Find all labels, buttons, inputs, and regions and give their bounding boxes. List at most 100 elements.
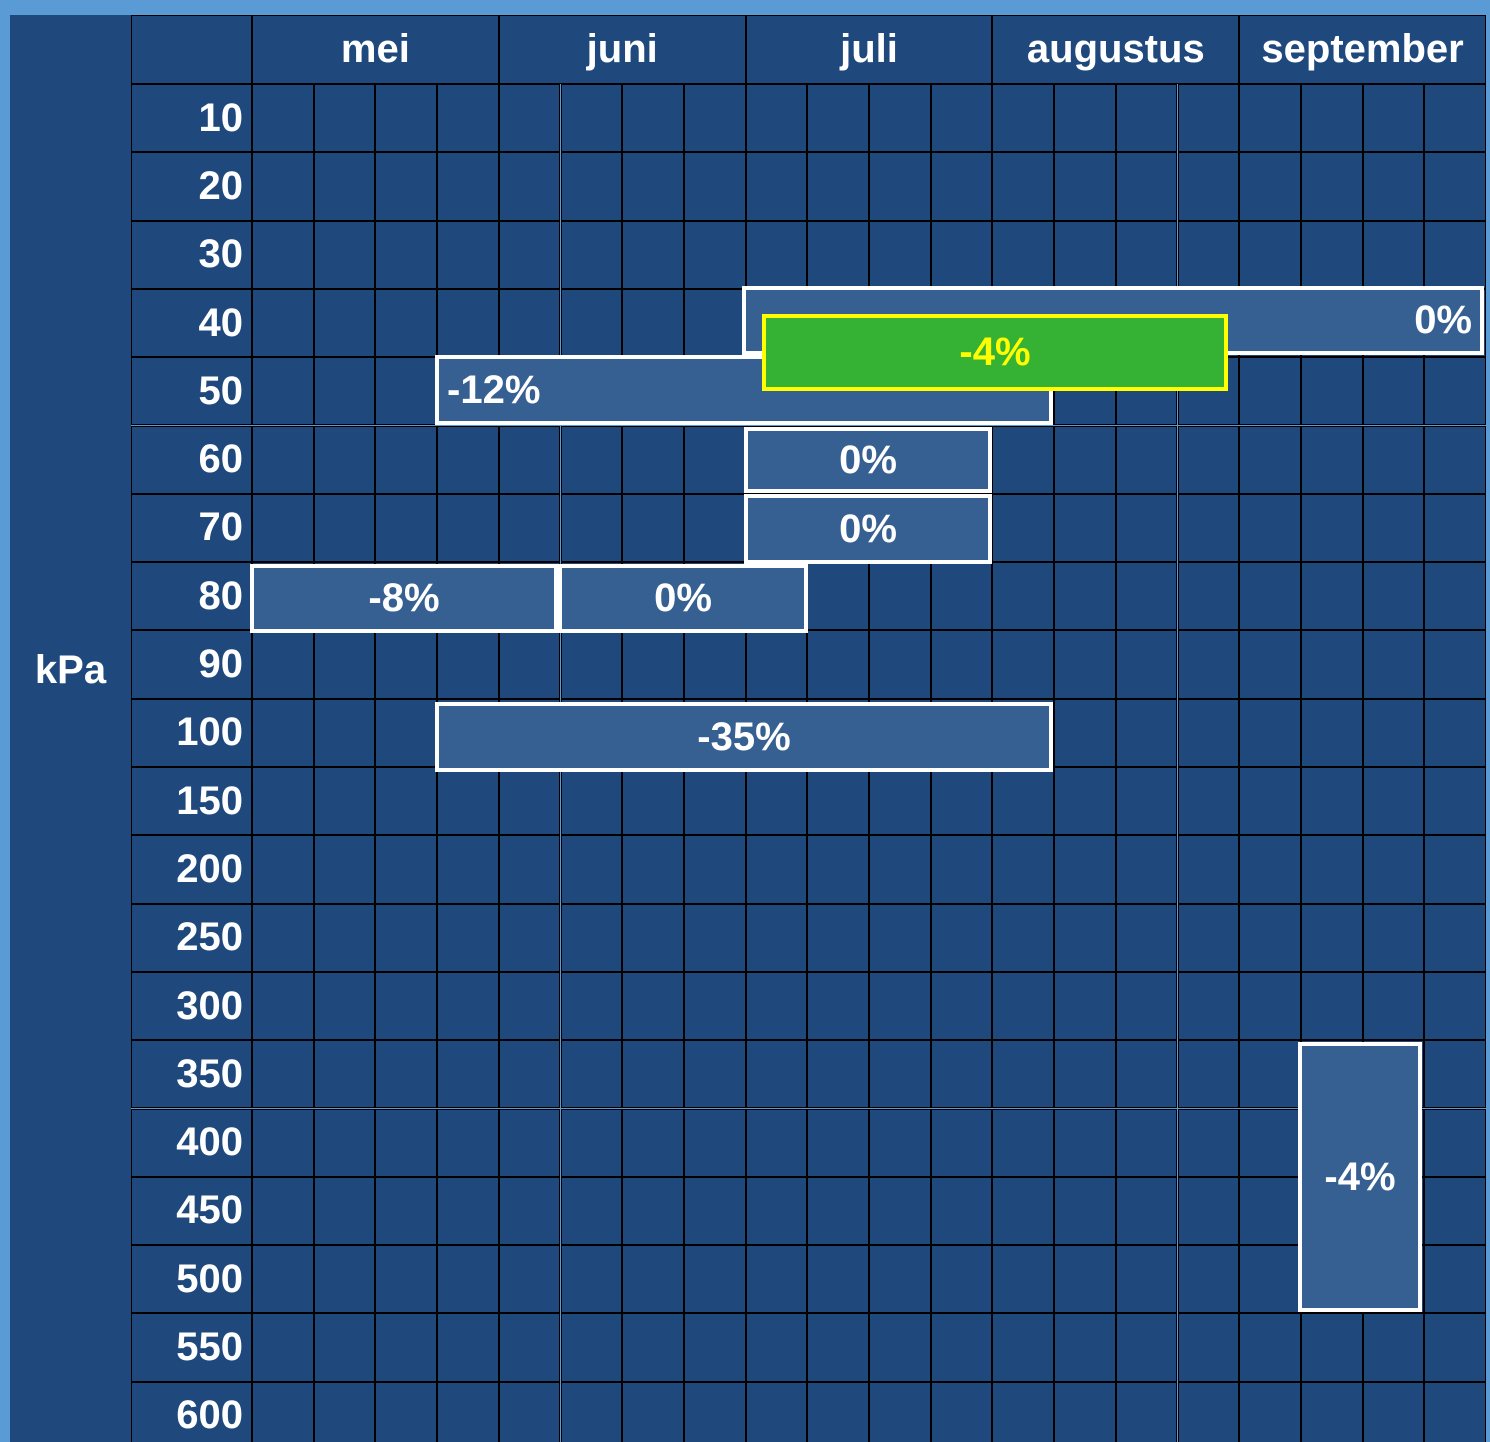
month-header: augustus xyxy=(992,15,1240,84)
grid-cell xyxy=(930,1381,993,1442)
grid-cell xyxy=(1424,767,1486,836)
grid-cell xyxy=(252,1381,314,1442)
grid-cell xyxy=(745,220,808,289)
grid-cell xyxy=(869,767,931,836)
grid-cell xyxy=(252,357,314,426)
grid-cell xyxy=(1300,903,1363,972)
grid-cell xyxy=(622,1381,684,1442)
grid-cell xyxy=(1424,903,1486,972)
row-label: 30 xyxy=(131,220,252,289)
grid-cell xyxy=(437,220,499,289)
grid-cell xyxy=(930,1313,993,1382)
grid-cell xyxy=(437,1176,499,1246)
grid-cell xyxy=(252,425,314,494)
grid-cell xyxy=(437,630,499,699)
row-label: 100 xyxy=(131,698,252,767)
grid-cell xyxy=(683,1313,746,1382)
grid-cell xyxy=(1424,425,1486,494)
grid-cell xyxy=(807,1108,869,1177)
bar: -4% xyxy=(1298,1042,1422,1312)
row-label: 10 xyxy=(131,84,252,153)
grid-cell xyxy=(1362,425,1425,494)
grid-cell xyxy=(313,903,376,972)
grid-cell xyxy=(560,1040,623,1109)
grid-cell xyxy=(252,1245,314,1314)
grid-cell xyxy=(1239,767,1301,836)
grid-cell xyxy=(498,84,561,153)
header-corner xyxy=(131,15,252,84)
grid-cell xyxy=(560,630,623,699)
grid-cell xyxy=(1424,152,1486,221)
grid-cell xyxy=(437,288,499,358)
grid-cell xyxy=(252,1313,314,1382)
grid-cell xyxy=(252,493,314,563)
grid-cell xyxy=(930,1040,993,1109)
grid-cell xyxy=(807,903,869,972)
grid-cell xyxy=(992,220,1055,289)
grid-cell xyxy=(1239,493,1301,563)
grid-cell xyxy=(498,971,561,1041)
grid-cell xyxy=(745,835,808,904)
grid-cell xyxy=(1177,220,1240,289)
grid-cell xyxy=(745,767,808,836)
grid-cell xyxy=(1115,903,1178,972)
grid-cell xyxy=(1115,1040,1178,1109)
grid-cell xyxy=(313,288,376,358)
grid-cell xyxy=(313,1040,376,1109)
grid-cell xyxy=(745,903,808,972)
grid-cell xyxy=(313,971,376,1041)
grid-cell xyxy=(1300,630,1363,699)
grid-cell xyxy=(1054,152,1116,221)
grid-cell xyxy=(375,493,438,563)
grid-cell xyxy=(437,1108,499,1177)
grid-cell xyxy=(1239,903,1301,972)
grid-cell xyxy=(252,835,314,904)
grid-cell xyxy=(622,630,684,699)
grid-cell xyxy=(1054,1381,1116,1442)
bar: -8% xyxy=(250,564,558,633)
grid-cell xyxy=(1115,84,1178,153)
grid-cell xyxy=(683,152,746,221)
row-label: 550 xyxy=(131,1313,252,1382)
grid-cell xyxy=(622,288,684,358)
grid-cell xyxy=(313,630,376,699)
grid-cell xyxy=(622,152,684,221)
grid-cell xyxy=(807,630,869,699)
grid-cell xyxy=(807,1313,869,1382)
row-label: 250 xyxy=(131,903,252,972)
grid-cell xyxy=(1177,630,1240,699)
grid-cell xyxy=(437,493,499,563)
month-header: mei xyxy=(252,15,499,84)
grid-cell xyxy=(1424,1245,1486,1314)
axis-label: kPa xyxy=(34,647,107,692)
grid-cell xyxy=(1054,698,1116,767)
grid-cell xyxy=(375,425,438,494)
grid-cell xyxy=(992,903,1055,972)
grid-cell xyxy=(1362,835,1425,904)
grid-cell xyxy=(252,971,314,1041)
grid-cell xyxy=(1177,1176,1240,1246)
grid-cell xyxy=(252,1040,314,1109)
row-label: 400 xyxy=(131,1108,252,1177)
grid-cell xyxy=(1300,971,1363,1041)
grid-cell xyxy=(1177,903,1240,972)
grid-cell xyxy=(375,152,438,221)
row-label: 80 xyxy=(131,562,252,631)
grid-cell xyxy=(498,903,561,972)
grid-cell xyxy=(992,835,1055,904)
grid-cell xyxy=(683,630,746,699)
row-label: 70 xyxy=(131,493,252,563)
grid-cell xyxy=(1362,1313,1425,1382)
row-label: 500 xyxy=(131,1245,252,1314)
grid-cell xyxy=(1300,152,1363,221)
grid-cell xyxy=(930,84,993,153)
bar: -35% xyxy=(435,702,1053,772)
grid-cell xyxy=(437,835,499,904)
grid-cell xyxy=(930,835,993,904)
grid-cell xyxy=(560,425,623,494)
grid-cell xyxy=(1177,1381,1240,1442)
grid-cell xyxy=(375,84,438,153)
grid-cell xyxy=(437,767,499,836)
row-label: 40 xyxy=(131,288,252,358)
grid-cell xyxy=(683,84,746,153)
